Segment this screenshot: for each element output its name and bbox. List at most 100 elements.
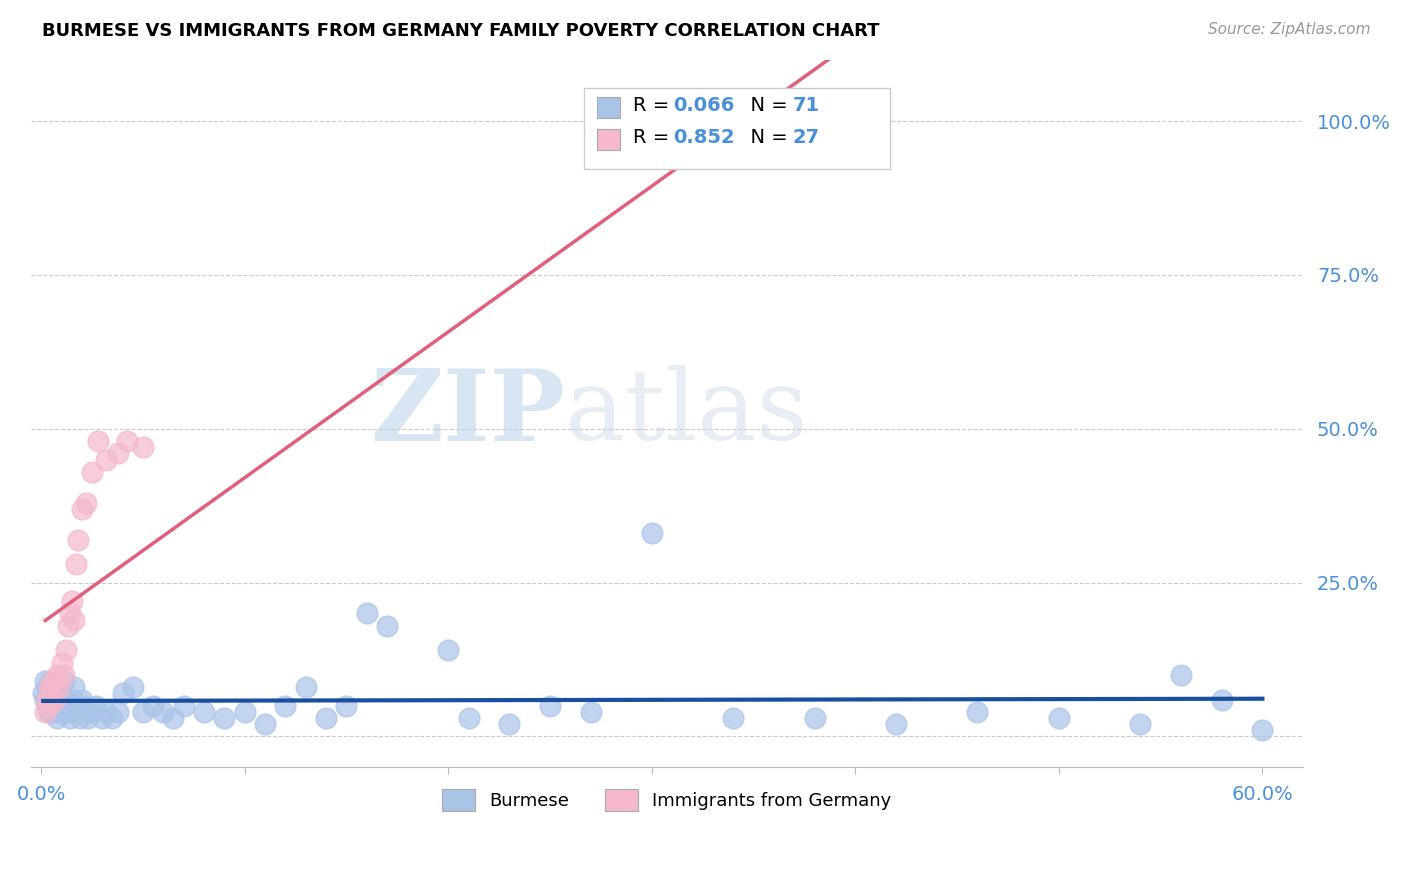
Point xyxy=(44,705,66,719)
Text: Source: ZipAtlas.com: Source: ZipAtlas.com xyxy=(1208,22,1371,37)
Point xyxy=(884,717,907,731)
Text: R =: R = xyxy=(633,128,675,147)
Point xyxy=(91,711,114,725)
Point xyxy=(214,711,236,725)
Point xyxy=(42,680,65,694)
Text: BURMESE VS IMMIGRANTS FROM GERMANY FAMILY POVERTY CORRELATION CHART: BURMESE VS IMMIGRANTS FROM GERMANY FAMIL… xyxy=(42,22,880,40)
Point xyxy=(721,711,744,725)
Point xyxy=(52,674,75,689)
Text: R =: R = xyxy=(633,96,675,115)
Point xyxy=(37,698,59,713)
Point xyxy=(37,680,59,694)
Text: N =: N = xyxy=(738,128,794,147)
Point xyxy=(32,686,55,700)
Point xyxy=(966,705,988,719)
Point xyxy=(34,674,56,689)
Point xyxy=(51,686,73,700)
Point xyxy=(356,607,378,621)
Text: ZIP: ZIP xyxy=(370,365,565,462)
Point xyxy=(42,674,65,689)
Point xyxy=(56,618,79,632)
Point xyxy=(132,440,155,454)
Point xyxy=(96,452,118,467)
Point xyxy=(1251,723,1274,738)
Point xyxy=(55,698,77,713)
Point xyxy=(51,705,73,719)
Point xyxy=(1170,668,1192,682)
Point xyxy=(142,698,165,713)
Point xyxy=(107,446,129,460)
Point xyxy=(107,705,129,719)
Point xyxy=(37,692,59,706)
FancyBboxPatch shape xyxy=(598,97,620,119)
Point xyxy=(641,526,664,541)
Point xyxy=(1211,692,1233,706)
Point xyxy=(274,698,297,713)
Point xyxy=(56,705,79,719)
Point xyxy=(193,705,215,719)
Point xyxy=(55,643,77,657)
Point xyxy=(65,558,87,572)
Point xyxy=(538,698,561,713)
FancyBboxPatch shape xyxy=(598,129,620,150)
Text: 0.066: 0.066 xyxy=(673,96,735,115)
Point xyxy=(48,698,70,713)
Point xyxy=(335,698,357,713)
Point xyxy=(75,705,97,719)
Point xyxy=(1047,711,1070,725)
Point xyxy=(52,692,75,706)
Point xyxy=(87,434,110,449)
Point xyxy=(38,698,60,713)
Point xyxy=(803,711,825,725)
Point xyxy=(69,711,91,725)
Point xyxy=(48,680,70,694)
Point xyxy=(46,692,69,706)
Point xyxy=(152,705,174,719)
Point xyxy=(52,668,75,682)
Point xyxy=(73,698,96,713)
Point xyxy=(70,692,93,706)
Point xyxy=(111,686,134,700)
Point xyxy=(70,501,93,516)
Point xyxy=(38,680,60,694)
Point xyxy=(48,680,70,694)
Point xyxy=(59,607,82,621)
Point xyxy=(294,680,316,694)
Point xyxy=(51,656,73,670)
Point xyxy=(77,711,100,725)
Point xyxy=(62,613,84,627)
Point xyxy=(579,705,602,719)
Point xyxy=(66,705,89,719)
Point xyxy=(38,705,60,719)
Text: N =: N = xyxy=(738,96,794,115)
Point xyxy=(66,533,89,547)
Text: atlas: atlas xyxy=(565,366,808,461)
Point xyxy=(80,465,103,479)
Point xyxy=(44,692,66,706)
Point xyxy=(41,692,63,706)
Point xyxy=(62,680,84,694)
Text: 0.852: 0.852 xyxy=(673,128,735,147)
Point xyxy=(38,686,60,700)
Point xyxy=(80,705,103,719)
Point xyxy=(41,686,63,700)
Point xyxy=(34,692,56,706)
Point xyxy=(254,717,277,731)
FancyBboxPatch shape xyxy=(585,88,890,169)
Point xyxy=(34,705,56,719)
Point xyxy=(173,698,195,713)
Point xyxy=(132,705,155,719)
Point xyxy=(59,711,82,725)
Point xyxy=(375,618,398,632)
Point xyxy=(42,698,65,713)
Point xyxy=(233,705,256,719)
Text: 71: 71 xyxy=(793,96,820,115)
Point xyxy=(60,594,83,608)
Point xyxy=(65,698,87,713)
Point xyxy=(41,674,63,689)
Point xyxy=(162,711,184,725)
Point xyxy=(803,127,825,141)
Point xyxy=(115,434,138,449)
Point xyxy=(457,711,479,725)
Point xyxy=(60,692,83,706)
